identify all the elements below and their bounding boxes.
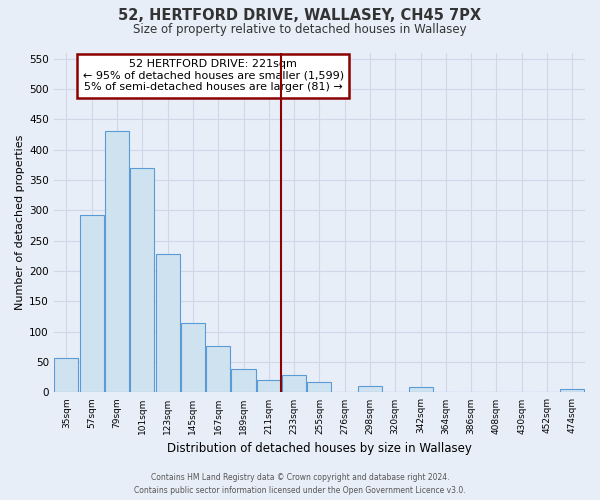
- Bar: [181, 323, 205, 392]
- Bar: [80, 214, 104, 392]
- Bar: [155, 254, 179, 392]
- Bar: [105, 132, 129, 392]
- Bar: [257, 380, 281, 392]
- Text: Contains HM Land Registry data © Crown copyright and database right 2024.
Contai: Contains HM Land Registry data © Crown c…: [134, 474, 466, 495]
- Bar: [130, 168, 154, 392]
- Bar: [307, 382, 331, 392]
- Bar: [206, 346, 230, 393]
- X-axis label: Distribution of detached houses by size in Wallasey: Distribution of detached houses by size …: [167, 442, 472, 455]
- Text: 52 HERTFORD DRIVE: 221sqm
← 95% of detached houses are smaller (1,599)
5% of sem: 52 HERTFORD DRIVE: 221sqm ← 95% of detac…: [83, 60, 344, 92]
- Y-axis label: Number of detached properties: Number of detached properties: [15, 135, 25, 310]
- Text: Size of property relative to detached houses in Wallasey: Size of property relative to detached ho…: [133, 22, 467, 36]
- Bar: [282, 375, 306, 392]
- Bar: [560, 390, 584, 392]
- Bar: [409, 387, 433, 392]
- Text: 52, HERTFORD DRIVE, WALLASEY, CH45 7PX: 52, HERTFORD DRIVE, WALLASEY, CH45 7PX: [118, 8, 482, 22]
- Bar: [55, 358, 79, 392]
- Bar: [232, 370, 256, 392]
- Bar: [358, 386, 382, 392]
